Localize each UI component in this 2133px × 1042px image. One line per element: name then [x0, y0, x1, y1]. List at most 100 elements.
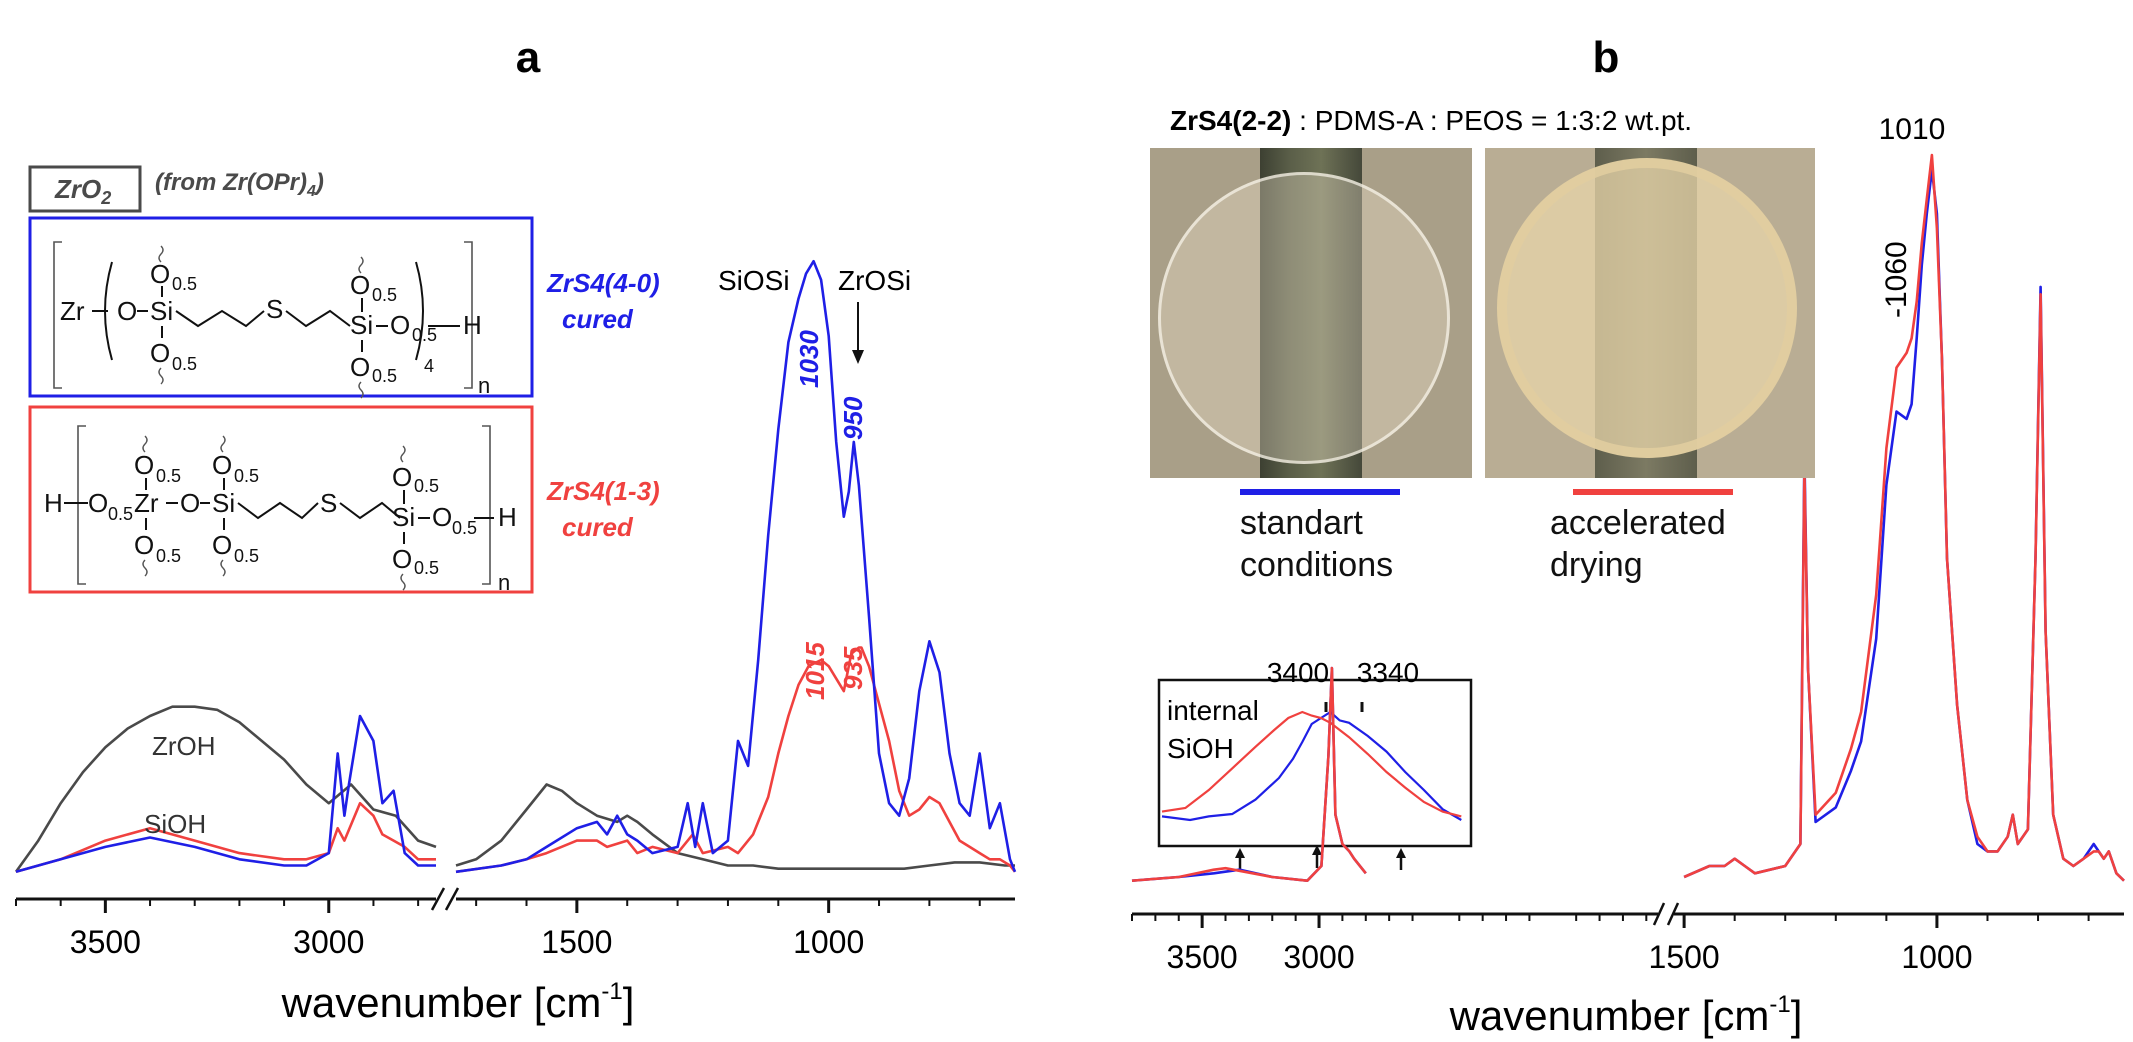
- panel-a-x-axis: [16, 887, 1015, 911]
- blue-peak-1030: 1030: [794, 330, 824, 388]
- caption-standart-line1: standart: [1240, 504, 1363, 542]
- siosi-label: SiOSi: [718, 265, 790, 296]
- panel-a-tick-label: 3500: [70, 924, 141, 960]
- svg-text:O: O: [88, 488, 108, 518]
- red-peak-935: 935: [838, 646, 868, 690]
- inset-label-sioh: SiOH: [1167, 733, 1234, 764]
- svg-text:0.5: 0.5: [156, 546, 181, 566]
- svg-text:H: H: [463, 310, 482, 340]
- panel-a-plot: [14, 259, 1017, 874]
- zro2-legend-box: [28, 165, 142, 213]
- zrosi-arrowhead: [852, 350, 864, 364]
- caption-accelerated: accelerated drying: [1550, 502, 1726, 586]
- svg-text:Si: Si: [350, 310, 373, 340]
- panel-b-tick-label: 3000: [1283, 939, 1354, 975]
- svg-text:H: H: [498, 502, 517, 532]
- zroh-label: ZrOH: [152, 731, 216, 761]
- svg-text:S: S: [320, 488, 337, 518]
- svg-text:0.5: 0.5: [172, 274, 197, 294]
- caption-standart-line2: conditions: [1240, 546, 1394, 584]
- blue-legend-cured: cured: [562, 304, 634, 334]
- svg-text:0.5: 0.5: [108, 504, 133, 524]
- inset-peak-3400: 3400: [1267, 657, 1329, 688]
- svg-text:0.5: 0.5: [452, 518, 477, 538]
- blue-legend-label: ZrS4(4-0): [546, 268, 660, 298]
- zro2-source-label: (from Zr(OPr)4): [155, 169, 324, 200]
- caption-accelerated-line2: drying: [1550, 546, 1643, 584]
- panel-b-title: ZrS4(2-2) : PDMS-A : PEOS = 1:3:2 wt.pt.: [1170, 105, 1692, 136]
- svg-text:n: n: [498, 570, 510, 595]
- svg-text:0.5: 0.5: [372, 366, 397, 386]
- sioh-label: SiOH: [144, 809, 206, 839]
- svg-text:O: O: [390, 310, 410, 340]
- svg-text:O: O: [134, 530, 154, 560]
- inset-range-arrows: [1235, 845, 1406, 870]
- panel-b-xlabel: wavenumber [cm-1]: [1449, 991, 1803, 1039]
- inset-peak-3340: 3340: [1357, 657, 1419, 688]
- svg-text:O: O: [150, 338, 170, 368]
- blue-structure-box: [28, 216, 534, 398]
- inset-label-internal: internal: [1167, 695, 1259, 726]
- inset-box: [1157, 678, 1473, 848]
- svg-text:O: O: [212, 530, 232, 560]
- caption-accelerated-line1: accelerated: [1550, 504, 1726, 542]
- svg-text:0.5: 0.5: [156, 466, 181, 486]
- svg-text:0.5: 0.5: [414, 558, 439, 578]
- svg-text:0.5: 0.5: [372, 285, 397, 305]
- svg-text:4: 4: [424, 356, 434, 376]
- svg-text:Zr: Zr: [134, 488, 159, 518]
- svg-text:0.5: 0.5: [234, 466, 259, 486]
- panel-a-tick-label: 1500: [541, 924, 612, 960]
- red-legend-label: ZrS4(1-3): [546, 476, 660, 506]
- panel-a-tick-label: 1000: [793, 924, 864, 960]
- red-legend-cured: cured: [562, 512, 634, 542]
- svg-text:O: O: [150, 259, 170, 289]
- blue-peak-950: 950: [838, 396, 868, 440]
- svg-text:0.5: 0.5: [172, 354, 197, 374]
- zrosi-label: ZrOSi: [838, 265, 911, 296]
- red-structure-box: [28, 405, 534, 594]
- red-peak-1015: 1015: [800, 642, 830, 700]
- panel-b-tick-label: 1000: [1901, 939, 1972, 975]
- svg-text:O: O: [180, 488, 200, 518]
- svg-text:O: O: [392, 544, 412, 574]
- inset-plot: [1161, 710, 1462, 822]
- svg-text:n: n: [478, 373, 490, 398]
- panel-a-series-red-line: [15, 646, 1017, 874]
- svg-text:O: O: [134, 450, 154, 480]
- svg-text:S: S: [266, 294, 283, 324]
- svg-text:H: H: [44, 488, 63, 518]
- panel-b-x-axis: [1132, 902, 2124, 926]
- svg-text:0.5: 0.5: [234, 546, 259, 566]
- photo-standart-conditions: [1150, 148, 1472, 478]
- zro2-legend-label: ZrO2: [54, 174, 111, 208]
- svg-text:Si: Si: [392, 502, 415, 532]
- panel-b-tick-label: 1500: [1649, 939, 1720, 975]
- panel-a-letter: a: [516, 33, 541, 82]
- svg-text:0.5: 0.5: [412, 325, 437, 345]
- svg-text:O: O: [432, 502, 452, 532]
- panel-b-ticks: 3500 3000 1500 1000: [1131, 914, 2090, 975]
- svg-text:O: O: [350, 352, 370, 382]
- panel-b-plot: [1131, 153, 2125, 882]
- panel-a-xlabel: wavenumber [cm-1]: [281, 978, 635, 1026]
- svg-text:0.5: 0.5: [414, 476, 439, 496]
- peak-1060-label: -1060: [1880, 241, 1913, 318]
- svg-text:O: O: [392, 462, 412, 492]
- panel-b-series-red-line: [1131, 153, 2125, 882]
- svg-text:Si: Si: [150, 296, 173, 326]
- photo-accelerated-drying: [1485, 148, 1815, 478]
- svg-text:O: O: [212, 450, 232, 480]
- panel-b-tick-label: 3500: [1167, 939, 1238, 975]
- svg-text:O: O: [117, 296, 137, 326]
- svg-text:O: O: [350, 270, 370, 300]
- svg-text:Si: Si: [212, 488, 235, 518]
- red-structure-drawing: H O 0.5 Zr O 0.5 O 0.5 O Si O 0.5 O 0.5 …: [44, 425, 517, 595]
- panel-a-tick-label: 3000: [293, 924, 364, 960]
- blue-structure-drawing: Zr O Si O 0.5 O 0.5 S Si O 0.5 O 0.5 O 0…: [53, 241, 490, 399]
- panel-a-ticks: 3500 3000 1500 1000: [15, 899, 981, 960]
- panel-b-letter: b: [1593, 33, 1620, 82]
- peak-1010-label: 1010: [1879, 113, 1946, 146]
- inset-series-red-line: [1161, 710, 1462, 818]
